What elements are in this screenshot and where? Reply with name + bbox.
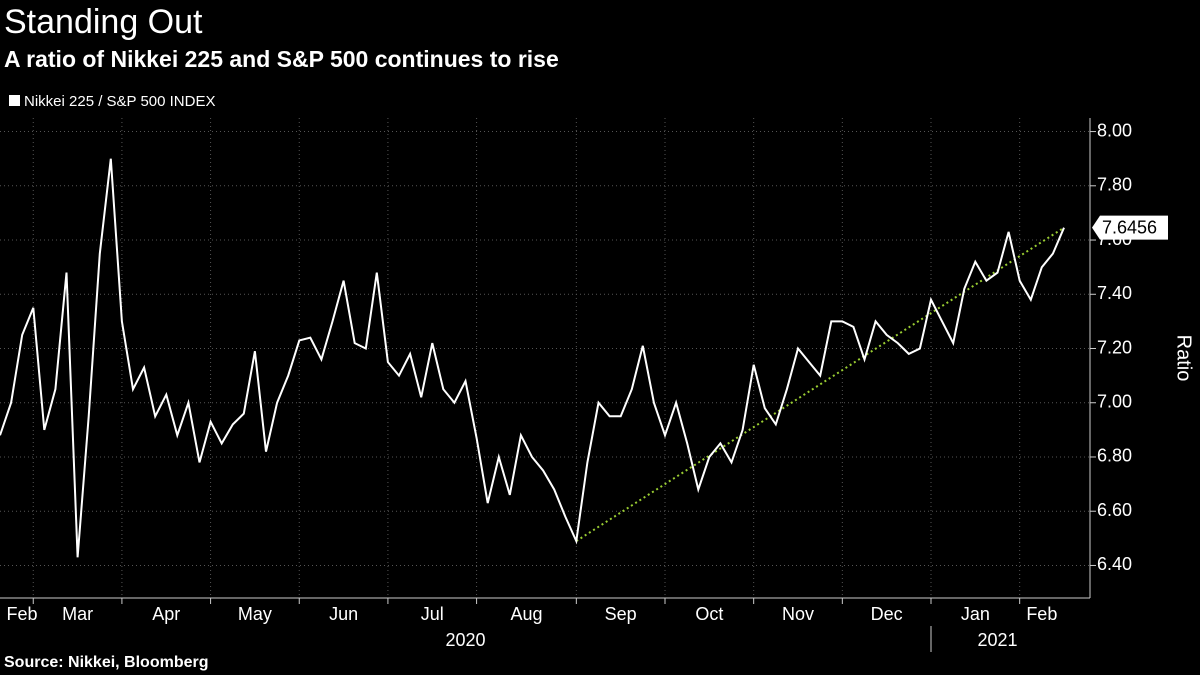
x-tick-label: Jan [961,604,990,624]
y-tick-label: 7.20 [1097,337,1132,357]
chart-subtitle: A ratio of Nikkei 225 and S&P 500 contin… [4,46,559,72]
x-group-label: 2020 [445,630,485,650]
y-tick-label: 7.00 [1097,391,1132,411]
x-tick-label: Feb [1026,604,1057,624]
y-tick-label: 8.00 [1097,120,1132,140]
x-tick-label: Jul [421,604,444,624]
x-tick-label: Jun [329,604,358,624]
x-tick-label: Mar [62,604,93,624]
chart-title: Standing Out [4,3,203,41]
series-line [0,158,1065,558]
x-tick-label: Dec [871,604,903,624]
last-value-box [1092,215,1168,240]
legend-swatch [9,95,20,106]
trend-line [575,226,1065,542]
x-tick-label: Sep [605,604,637,624]
x-group-label: 2021 [977,630,1017,650]
y-tick-label: 7.40 [1097,283,1132,303]
x-tick-label: Apr [152,604,180,624]
y-tick-label: 6.60 [1097,500,1132,520]
y-tick-label: 6.40 [1097,554,1132,574]
x-tick-label: Nov [782,604,814,624]
last-value-label: 7.6456 [1102,217,1157,237]
source: Source: Nikkei, Bloomberg [4,654,209,671]
y-axis-title: Ratio [1173,335,1195,382]
x-tick-label: Aug [510,604,542,624]
x-tick-label: May [238,604,272,624]
y-tick-label: 7.80 [1097,175,1132,195]
legend-label: Nikkei 225 / S&P 500 INDEX [24,93,215,110]
x-tick-label: Feb [6,604,37,624]
y-tick-label: 6.80 [1097,446,1132,466]
x-tick-label: Oct [695,604,723,624]
